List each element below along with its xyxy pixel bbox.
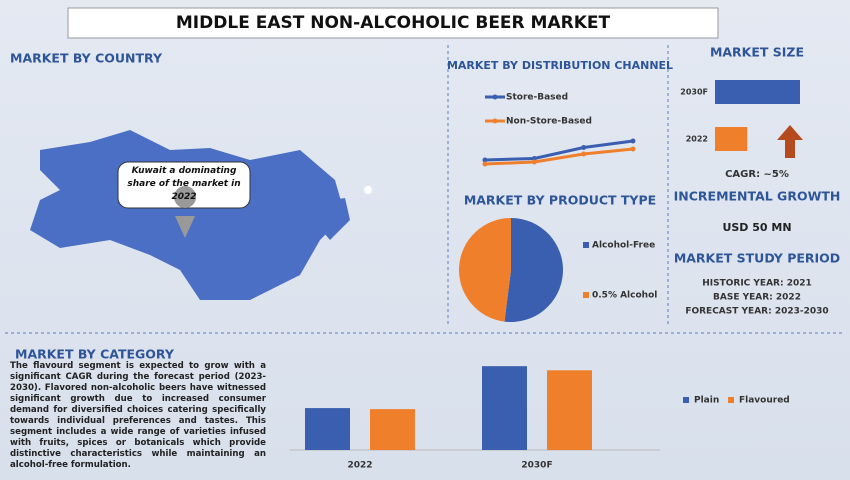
legend-label: Store-Based <box>506 93 568 103</box>
callout-box <box>117 161 251 209</box>
map-dot <box>364 186 372 194</box>
point <box>581 151 587 157</box>
description: The flavourd segment is expected to grow… <box>10 361 266 470</box>
dividers <box>5 45 845 334</box>
period: BASE YEAR: 2022 <box>713 293 801 303</box>
legend-label: Flavoured <box>739 396 790 406</box>
chart-title: MARKET BY DISTRIBUTION CHANNEL <box>447 59 673 72</box>
legend-swatch <box>583 242 589 248</box>
map <box>30 130 345 300</box>
map <box>300 198 350 240</box>
y-label: 2030F <box>680 88 708 97</box>
bar <box>482 366 527 450</box>
slice <box>459 218 511 322</box>
legend-dot <box>492 94 498 100</box>
title: MIDDLE EAST NON-ALCOHOLIC BEER MARKET <box>176 13 611 33</box>
point <box>482 157 488 163</box>
legend-swatch <box>683 397 689 403</box>
legend-swatch <box>583 292 589 298</box>
legend-label: Alcohol-Free <box>592 241 655 251</box>
heading: MARKET BY COUNTRY <box>10 51 163 66</box>
bar <box>305 408 350 450</box>
legend-swatch <box>728 397 734 403</box>
bar <box>715 127 748 151</box>
point <box>531 159 537 165</box>
heading: MARKET BY CATEGORY <box>15 347 175 362</box>
point <box>581 145 587 150</box>
legend-label: Non-Store-Based <box>506 117 592 127</box>
bar <box>547 370 592 450</box>
heading: INCREMENTAL GROWTH <box>674 189 841 204</box>
series-line <box>484 139 634 162</box>
point <box>630 146 636 152</box>
chart-title: MARKET BY PRODUCT TYPE <box>464 193 656 208</box>
arrow <box>777 125 803 158</box>
y-label: 2022 <box>686 135 708 144</box>
x-label: 2022 <box>347 461 372 471</box>
title-box <box>67 7 719 39</box>
point <box>630 138 636 144</box>
growth-value: USD 50 MN <box>722 221 791 234</box>
period: FORECAST YEAR: 2023-2030 <box>685 307 828 317</box>
heading: MARKET SIZE <box>710 45 804 60</box>
cagr: CAGR: ~5% <box>725 169 789 180</box>
bar <box>370 409 415 450</box>
heading: MARKET STUDY PERIOD <box>674 251 840 266</box>
legend-label: 0.5% Alcohol <box>592 291 657 301</box>
legend-dot <box>492 118 498 124</box>
callout-text: Kuwait a dominating share of the market … <box>127 166 241 202</box>
pin <box>174 186 197 238</box>
x-label: 2030F <box>521 461 552 471</box>
bar <box>715 80 800 104</box>
point <box>482 161 488 167</box>
period: HISTORIC YEAR: 2021 <box>702 279 812 289</box>
legend-label: Plain <box>694 396 719 406</box>
slice <box>504 218 564 322</box>
series-line <box>484 147 634 166</box>
point <box>531 156 537 161</box>
